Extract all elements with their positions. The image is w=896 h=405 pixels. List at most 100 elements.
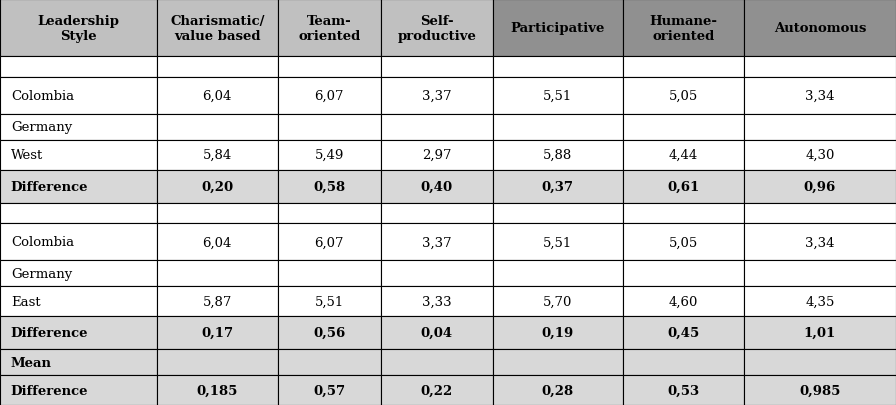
Bar: [381, 0, 493, 58]
Text: Humane-
oriented: Humane- oriented: [650, 15, 717, 43]
Text: 0,45: 0,45: [668, 326, 699, 339]
Bar: [493, 350, 623, 375]
Bar: [157, 203, 278, 224]
Text: Team-
oriented: Team- oriented: [298, 15, 360, 43]
Bar: [493, 58, 623, 78]
Text: Difference: Difference: [11, 180, 88, 193]
Text: 0,37: 0,37: [542, 180, 573, 193]
Bar: [157, 375, 278, 405]
Bar: [744, 224, 896, 261]
Text: 3,37: 3,37: [422, 236, 452, 249]
Text: 4,44: 4,44: [668, 149, 698, 162]
Text: Participative: Participative: [511, 22, 605, 35]
Text: 5,87: 5,87: [202, 295, 232, 308]
Text: 1,01: 1,01: [804, 326, 836, 339]
Text: Difference: Difference: [11, 326, 88, 339]
Bar: [157, 78, 278, 115]
Bar: [278, 224, 381, 261]
Text: 0,40: 0,40: [421, 180, 452, 193]
Bar: [381, 58, 493, 78]
Text: 0,28: 0,28: [542, 384, 573, 396]
Text: 0,04: 0,04: [421, 326, 452, 339]
Text: 2,97: 2,97: [422, 149, 452, 162]
Bar: [623, 115, 744, 141]
Bar: [0, 115, 157, 141]
Text: 0,96: 0,96: [804, 180, 836, 193]
Bar: [157, 287, 278, 316]
Bar: [278, 0, 381, 58]
Text: 0,61: 0,61: [668, 180, 699, 193]
Bar: [0, 224, 157, 261]
Text: 5,49: 5,49: [314, 149, 344, 162]
Bar: [623, 261, 744, 287]
Text: 5,51: 5,51: [543, 236, 573, 249]
Bar: [623, 316, 744, 350]
Text: 5,70: 5,70: [543, 295, 573, 308]
Bar: [0, 287, 157, 316]
Bar: [744, 78, 896, 115]
Bar: [278, 78, 381, 115]
Text: Colombia: Colombia: [11, 90, 73, 102]
Text: 6,04: 6,04: [202, 236, 232, 249]
Bar: [493, 316, 623, 350]
Text: 3,34: 3,34: [806, 90, 834, 102]
Bar: [493, 224, 623, 261]
Bar: [493, 78, 623, 115]
Bar: [0, 350, 157, 375]
Bar: [157, 115, 278, 141]
Bar: [493, 261, 623, 287]
Bar: [744, 316, 896, 350]
Bar: [278, 316, 381, 350]
Bar: [0, 141, 157, 170]
Text: 6,07: 6,07: [314, 90, 344, 102]
Bar: [0, 375, 157, 405]
Bar: [744, 203, 896, 224]
Bar: [744, 141, 896, 170]
Bar: [381, 115, 493, 141]
Text: 4,30: 4,30: [806, 149, 834, 162]
Text: Charismatic/
value based: Charismatic/ value based: [170, 15, 264, 43]
Text: 0,985: 0,985: [799, 384, 840, 396]
Bar: [381, 141, 493, 170]
Bar: [278, 115, 381, 141]
Text: 0,185: 0,185: [196, 384, 238, 396]
Text: 5,88: 5,88: [543, 149, 573, 162]
Bar: [157, 58, 278, 78]
Bar: [623, 375, 744, 405]
Bar: [623, 141, 744, 170]
Bar: [278, 203, 381, 224]
Bar: [744, 115, 896, 141]
Text: 0,19: 0,19: [542, 326, 573, 339]
Text: 5,84: 5,84: [202, 149, 232, 162]
Text: 3,37: 3,37: [422, 90, 452, 102]
Bar: [278, 375, 381, 405]
Text: 5,51: 5,51: [314, 295, 344, 308]
Bar: [623, 0, 744, 58]
Bar: [278, 287, 381, 316]
Bar: [0, 58, 157, 78]
Bar: [493, 203, 623, 224]
Bar: [623, 58, 744, 78]
Bar: [623, 170, 744, 203]
Bar: [381, 170, 493, 203]
Bar: [744, 0, 896, 58]
Bar: [0, 203, 157, 224]
Bar: [493, 141, 623, 170]
Text: 0,56: 0,56: [314, 326, 345, 339]
Bar: [623, 224, 744, 261]
Text: East: East: [11, 295, 40, 308]
Bar: [493, 0, 623, 58]
Bar: [493, 115, 623, 141]
Bar: [381, 224, 493, 261]
Bar: [0, 78, 157, 115]
Bar: [381, 375, 493, 405]
Bar: [278, 350, 381, 375]
Text: Mean: Mean: [11, 356, 52, 369]
Bar: [744, 375, 896, 405]
Bar: [381, 78, 493, 115]
Bar: [0, 261, 157, 287]
Bar: [623, 203, 744, 224]
Bar: [744, 170, 896, 203]
Text: 0,57: 0,57: [314, 384, 345, 396]
Bar: [157, 0, 278, 58]
